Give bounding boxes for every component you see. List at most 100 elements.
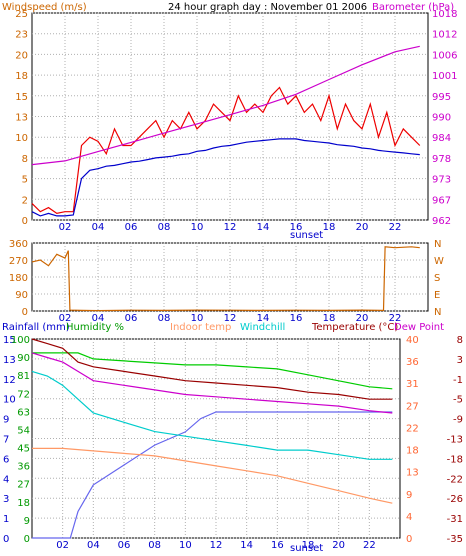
temperature-tick-label: -31 [447, 514, 463, 525]
rainfall-tick-label: 9 [3, 415, 9, 426]
compass-tick-label: N [434, 307, 441, 318]
humidity-tick-label: 0 [24, 534, 30, 545]
direction-tick-label: 270 [9, 256, 28, 267]
indoor-temp-line [32, 447, 393, 504]
temperature-tick-label: -9 [453, 415, 463, 426]
x-tick-label: 22 [389, 313, 402, 324]
rainfall-tick-label: 10 [3, 395, 16, 406]
rainfall-tick-label: 15 [3, 335, 16, 346]
temperature-tick-label: -13 [447, 435, 463, 446]
humidity-tick-label: 36 [17, 462, 30, 473]
windspeed-tick-label: 0 [22, 216, 28, 227]
x-tick-label: 16 [290, 222, 303, 233]
humidity-tick-label: 9 [24, 516, 30, 527]
x-tick-label: 12 [224, 313, 237, 324]
x-tick-label: 06 [125, 222, 138, 233]
humidity-tick-label: 72 [17, 389, 30, 400]
rainfall-tick-label: 6 [3, 454, 9, 465]
barometer-line [31, 45, 420, 166]
humidity-tick-label: 45 [17, 444, 30, 455]
x-tick-label: 04 [87, 540, 100, 551]
rainfall-tick-label: 0 [3, 534, 9, 545]
rainfall-tick-label: 7 [3, 435, 9, 446]
x-tick-label: 12 [210, 540, 223, 551]
barometer-axis-label: Barometer (hPa) [372, 2, 454, 13]
legend-rainfall: Rainfall (mm) [2, 322, 70, 333]
x-tick-label: 08 [148, 540, 161, 551]
rainfall-tick-label: 4 [3, 474, 9, 485]
temperature-tick-label: -22 [447, 474, 463, 485]
temperature-tick-label: -35 [447, 534, 463, 545]
barometer-tick-label: 995 [432, 92, 451, 103]
x-tick-label: 14 [257, 313, 270, 324]
sunset-label-top: sunset [290, 230, 323, 241]
windspeed-tick-label: 18 [15, 71, 28, 82]
x-tick-label: 08 [158, 222, 171, 233]
legend-humidity: Humidity % [66, 322, 124, 333]
wind-direction-line [31, 246, 420, 312]
x-tick-label: 14 [257, 222, 270, 233]
x-tick-label: 04 [92, 222, 105, 233]
humidity-tick-label: 90 [17, 353, 30, 364]
x-tick-label: 14 [240, 540, 253, 551]
legend-dew-point: Dew Point [394, 322, 444, 333]
windchill-line [31, 370, 393, 460]
barometer-tick-label: 1012 [432, 30, 457, 41]
windspeed-tick-label: 25 [15, 9, 28, 20]
legend-windchill: Windchill [240, 322, 285, 333]
windspeed-tick-label: 8 [22, 154, 28, 165]
x-tick-label: 02 [59, 222, 72, 233]
windspeed-average-line [31, 138, 420, 217]
x-tick-label: 16 [271, 540, 284, 551]
temperature-tick-label: 3 [457, 355, 463, 366]
x-tick-label: 12 [224, 222, 237, 233]
x-tick-label: 08 [158, 313, 171, 324]
rainfall-tick-label: 1 [3, 514, 9, 525]
indoor-temp-tick-label: 18 [406, 446, 419, 457]
x-tick-label: 06 [118, 540, 131, 551]
humidity-tick-label: 54 [17, 425, 30, 436]
barometer-tick-label: 990 [432, 113, 451, 124]
windspeed-tick-label: 5 [22, 175, 28, 186]
indoor-temp-tick-label: 9 [406, 490, 412, 501]
x-tick-label: 10 [179, 540, 192, 551]
x-tick-label: 20 [356, 222, 369, 233]
indoor-temp-tick-label: 36 [406, 357, 419, 368]
temperature-tick-label: -26 [447, 494, 463, 505]
indoor-temp-tick-label: 27 [406, 401, 419, 412]
barometer-tick-label: 1001 [432, 71, 457, 82]
compass-tick-label: N [434, 239, 441, 250]
direction-tick-label: 0 [22, 307, 28, 318]
indoor-temp-tick-label: 0 [406, 534, 412, 545]
x-tick-label: 10 [191, 222, 204, 233]
x-tick-label: 20 [356, 313, 369, 324]
compass-tick-label: W [434, 256, 444, 267]
compass-tick-label: S [434, 273, 440, 284]
humidity-tick-label: 18 [17, 498, 30, 509]
rainfall-tick-label: 3 [3, 494, 9, 505]
barometer-tick-label: 1006 [432, 50, 457, 61]
x-tick-label: 18 [323, 222, 336, 233]
windspeed-tick-label: 10 [15, 133, 28, 144]
temperature-line [31, 338, 393, 400]
legend-indoor-temp: Indoor temp [170, 322, 231, 333]
humidity-tick-label: 27 [17, 480, 30, 491]
windspeed-axis-label: Windspeed (m/s) [2, 2, 87, 13]
direction-tick-label: 90 [15, 290, 28, 301]
windspeed-line [31, 86, 421, 215]
x-tick-label: 16 [290, 313, 303, 324]
rainfall-tick-label: 13 [3, 355, 16, 366]
x-tick-label: 22 [363, 540, 376, 551]
x-tick-label: 04 [92, 313, 105, 324]
barometer-tick-label: 984 [432, 133, 451, 144]
windspeed-tick-label: 15 [15, 92, 28, 103]
x-tick-label: 18 [323, 313, 336, 324]
rainfall-tick-label: 12 [3, 375, 16, 386]
windspeed-tick-label: 20 [15, 50, 28, 61]
humidity-line [32, 352, 393, 390]
temperature-tick-label: -5 [453, 395, 463, 406]
humidity-tick-label: 100 [11, 335, 30, 346]
windspeed-tick-label: 2 [22, 195, 28, 206]
temperature-tick-label: -18 [447, 454, 463, 465]
